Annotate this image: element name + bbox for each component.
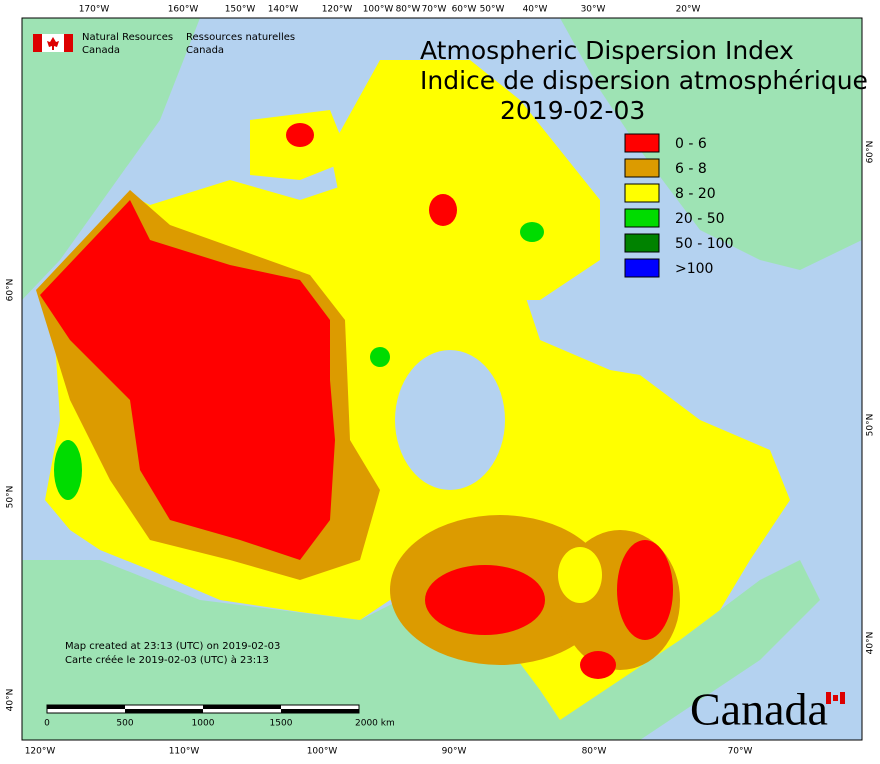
legend-label: 6 - 8 xyxy=(675,161,707,177)
title-en: Atmospheric Dispersion Index xyxy=(420,36,794,65)
latitude-label: 50°N xyxy=(866,414,876,437)
longitude-label: 100°W xyxy=(307,747,338,757)
agency-fr: Canada xyxy=(186,45,224,56)
latitude-label: 60°N xyxy=(6,279,16,302)
scale-label: 2000 km xyxy=(355,719,395,729)
legend-label: 50 - 100 xyxy=(675,236,734,252)
zone-red-ontario xyxy=(425,565,545,635)
scale-bar xyxy=(46,704,360,714)
agency-en: Canada xyxy=(82,45,120,56)
flag-bar xyxy=(840,692,845,704)
latitude-label: 40°N xyxy=(6,689,16,712)
longitude-label: 150°W xyxy=(225,5,256,15)
longitude-label: 20°W xyxy=(676,5,701,15)
longitude-label: 30°W xyxy=(581,5,606,15)
zone-yellow-quebec xyxy=(558,547,602,603)
scale-label: 1000 xyxy=(192,719,215,729)
scale-bar-segment xyxy=(125,709,203,713)
agency-en: Natural Resources xyxy=(82,32,173,43)
longitude-label: 40°W xyxy=(523,5,548,15)
longitude-label: 80°W xyxy=(582,747,607,757)
axes: 170°W 160°W 150°W 140°W 120°W 100°W 80°W 70°W 60… xyxy=(6,5,876,757)
longitude-label: 160°W xyxy=(168,5,199,15)
hudson-bay xyxy=(395,350,505,490)
scale-bar-segment xyxy=(47,705,125,709)
scale-label: 500 xyxy=(116,719,133,729)
legend-label: 8 - 20 xyxy=(675,186,716,202)
legend-swatch xyxy=(624,158,660,178)
longitude-label: 110°W xyxy=(169,747,200,757)
legend-swatch xyxy=(624,233,660,253)
zone-green-2 xyxy=(520,222,544,242)
scale-label: 1500 xyxy=(270,719,293,729)
longitude-label: 170°W xyxy=(79,5,110,15)
wordmark: Canada xyxy=(690,684,828,735)
legend-swatch xyxy=(624,133,660,153)
title-date: 2019-02-03 xyxy=(500,96,645,125)
flag-bar xyxy=(64,34,73,52)
longitude-label: 120°W xyxy=(322,5,353,15)
longitude-label: 70°W xyxy=(728,747,753,757)
latitude-label: 50°N xyxy=(6,486,16,509)
longitude-label: 50°W xyxy=(480,5,505,15)
footer-fr: Carte créée le 2019-02-03 (UTC) à 23:13 xyxy=(65,654,269,666)
title-fr: Indice de dispersion atmosphérique xyxy=(420,66,868,95)
zone-red-west xyxy=(40,200,335,560)
scale-bar-segment xyxy=(203,705,281,709)
legend-swatch xyxy=(624,258,660,278)
longitude-label: 80°W xyxy=(396,5,421,15)
alaska xyxy=(22,18,200,300)
longitude-label: 70°W xyxy=(422,5,447,15)
zone-green-3 xyxy=(54,440,82,500)
logo: Natural Resources Canada Ressources natu… xyxy=(33,32,295,56)
maple-leaf xyxy=(833,695,838,701)
scale-label: 0 xyxy=(44,719,50,729)
agency-fr: Ressources naturelles xyxy=(186,32,295,43)
legend-label: 20 - 50 xyxy=(675,211,725,227)
longitude-label: 90°W xyxy=(442,747,467,757)
scale-bar-segment xyxy=(281,709,359,713)
map-frame xyxy=(21,17,863,741)
zone-red-arctic xyxy=(286,123,314,147)
longitude-label: 120°W xyxy=(25,747,56,757)
zone-red-south xyxy=(580,651,616,679)
legend: 0 - 6 6 - 8 8 - 20 20 - 50 50 - 100 >100 xyxy=(624,133,734,278)
legend-swatch xyxy=(624,183,660,203)
greenland xyxy=(560,18,862,270)
latitude-label: 60°N xyxy=(866,141,876,164)
longitude-label: 60°W xyxy=(452,5,477,15)
scale-labels: 0 500 1000 1500 2000 km xyxy=(44,719,395,729)
flag-bar xyxy=(33,34,42,52)
maple-leaf xyxy=(47,37,59,50)
longitude-label: 140°W xyxy=(268,5,299,15)
united-states xyxy=(22,560,820,740)
legend-swatch xyxy=(624,208,660,228)
zone-green-1 xyxy=(370,347,390,367)
zone-red-island xyxy=(429,194,457,226)
zone-red-quebec xyxy=(617,540,673,640)
wordmark-flag xyxy=(826,692,845,704)
latitude-label: 40°N xyxy=(866,632,876,655)
flag-bar xyxy=(826,692,831,704)
longitude-label: 100°W xyxy=(363,5,394,15)
map xyxy=(21,17,863,741)
footer-en: Map created at 23:13 (UTC) on 2019-02-03 xyxy=(65,641,280,652)
legend-label: 0 - 6 xyxy=(675,136,707,152)
legend-label: >100 xyxy=(675,261,713,277)
